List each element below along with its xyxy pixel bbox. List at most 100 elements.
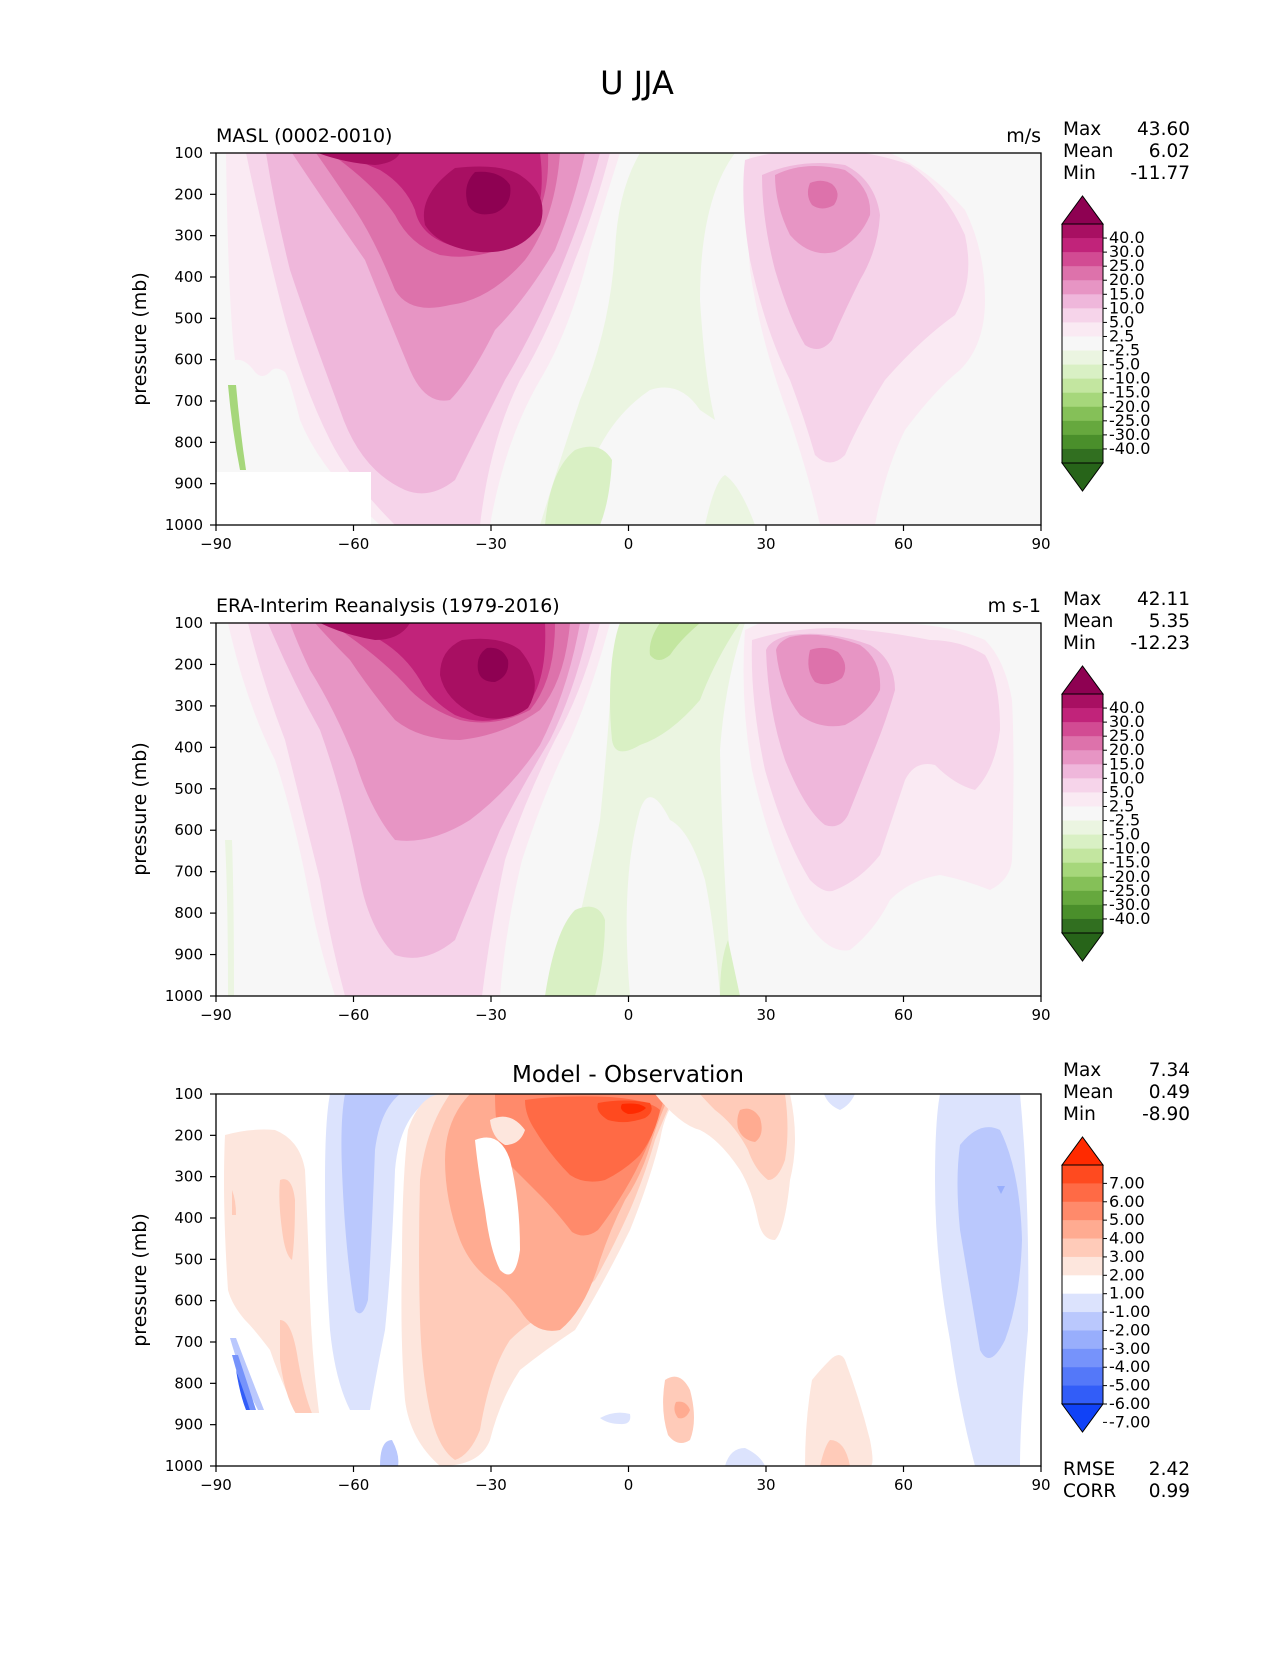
y-tick-label: 700 (174, 863, 203, 881)
stat-value: 7.34 (1149, 1060, 1190, 1081)
colorbar-extend-min (1061, 932, 1104, 962)
colorbar-label: 4.00 (1109, 1229, 1145, 1248)
panel-left-title: ERA-Interim Reanalysis (1979-2016) (216, 595, 560, 617)
colorbar-label: 6.00 (1109, 1192, 1145, 1211)
y-tick-label: 500 (174, 780, 203, 798)
colorbar-label: -7.00 (1109, 1412, 1150, 1431)
y-tick-label: 600 (174, 1292, 203, 1310)
colorbar-segment (1062, 1275, 1103, 1295)
colorbar-label: -2.5 (1109, 811, 1140, 830)
colorbar-label: -5.0 (1109, 355, 1140, 374)
y-tick-label: 400 (174, 738, 203, 756)
colorbar-label: -3.00 (1109, 1339, 1150, 1358)
stat-label: Mean (1063, 611, 1113, 632)
panel-units: m/s (1006, 125, 1041, 147)
colorbar-segment (1062, 420, 1103, 436)
stat-label: RMSE (1063, 1459, 1115, 1480)
y-tick-label: 900 (174, 946, 203, 964)
colorbar-segment (1062, 266, 1103, 281)
colorbar-extend-min (1061, 462, 1104, 492)
colorbar-extend-max (1061, 1136, 1104, 1166)
colorbar-segment (1062, 1367, 1103, 1387)
colorbar-frame (1061, 693, 1104, 934)
colorbar-segment (1062, 792, 1103, 807)
y-tick-label: 300 (174, 227, 203, 245)
colorbar-segment (1062, 1256, 1103, 1276)
colorbar-segment (1062, 1330, 1103, 1350)
y-axis-label: pressure (mb) (129, 1213, 151, 1347)
x-tick-label: 0 (624, 1006, 634, 1024)
colorbar-segment (1062, 1183, 1103, 1203)
stat-label: Min (1063, 633, 1096, 654)
colorbar-label: 5.00 (1109, 1210, 1145, 1229)
colorbar-label: -20.0 (1109, 867, 1150, 886)
colorbar-segment (1062, 876, 1103, 892)
contour-field (216, 153, 1041, 525)
y-tick-label: 100 (174, 614, 203, 632)
y-tick-label: 200 (174, 185, 203, 203)
colorbar-segment (1062, 806, 1103, 822)
colorbar-segment (1062, 350, 1103, 366)
colorbar-label: 30.0 (1109, 712, 1145, 731)
colorbar-label: -15.0 (1109, 853, 1150, 872)
colorbar-label: 30.0 (1109, 242, 1145, 261)
colorbar-label: -40.0 (1109, 909, 1150, 928)
colorbar-label: 40.0 (1109, 698, 1145, 717)
stat-value: 2.42 (1149, 1459, 1190, 1480)
contour-field (216, 623, 1041, 996)
y-tick-label: 300 (174, 1168, 203, 1186)
y-tick-label: 500 (174, 309, 203, 327)
colorbar-label: -2.5 (1109, 341, 1140, 360)
colorbar-segment (1062, 820, 1103, 836)
x-tick-label: 90 (1031, 1476, 1050, 1494)
y-tick-label: 900 (174, 1416, 203, 1434)
colorbar-label: -5.0 (1109, 825, 1140, 844)
colorbar-segment (1062, 280, 1103, 295)
colorbar-segment (1062, 694, 1103, 709)
x-tick-label: 90 (1031, 535, 1050, 553)
x-tick-label: −90 (200, 1006, 232, 1024)
colorbar-label: 3.00 (1109, 1247, 1145, 1266)
colorbar-label: -4.00 (1109, 1357, 1150, 1376)
colorbar-segment (1062, 904, 1103, 920)
colorbar-label: 2.5 (1109, 326, 1134, 345)
y-tick-label: 800 (174, 433, 203, 451)
x-tick-label: −60 (338, 1006, 370, 1024)
colorbar-label: 40.0 (1109, 228, 1145, 247)
y-tick-label: 400 (174, 268, 203, 286)
colorbar-label: -20.0 (1109, 397, 1150, 416)
colorbar-label: 20.0 (1109, 740, 1145, 759)
colorbar-segment (1062, 336, 1103, 352)
colorbar-segment (1062, 224, 1103, 239)
colorbar-segment (1062, 1165, 1103, 1184)
colorbar-label: 10.0 (1109, 298, 1145, 317)
colorbar-label: 10.0 (1109, 768, 1145, 787)
x-tick-label: 30 (756, 1476, 775, 1494)
y-tick-label: 900 (174, 475, 203, 493)
colorbar-segment (1062, 1238, 1103, 1258)
colorbar-label: -15.0 (1109, 383, 1150, 402)
stat-value: 0.99 (1149, 1481, 1190, 1502)
colorbar-segment (1062, 1348, 1103, 1368)
panel-observation: −90 −60 −30 0 30 60 90 100 200 300 400 500 600 700 800… (129, 589, 1190, 1024)
x-tick-label: 0 (624, 535, 634, 553)
x-tick-label: −60 (338, 1476, 370, 1494)
colorbar-label: -10.0 (1109, 839, 1150, 858)
x-tick-label: −30 (475, 1006, 507, 1024)
colorbar-segment (1062, 364, 1103, 380)
colorbar-segment (1062, 322, 1103, 337)
colorbar-label: 20.0 (1109, 270, 1145, 289)
colorbar-segment (1062, 708, 1103, 723)
x-tick-label: −90 (200, 535, 232, 553)
colorbar-segment (1062, 848, 1103, 864)
colorbar-segment (1062, 778, 1103, 793)
colorbar-label: -10.0 (1109, 369, 1150, 388)
panel-model: −90 −60 −30 0 30 60 90 100 200 300 400 500 600 700 800… (129, 119, 1190, 553)
colorbar-label: 1.00 (1109, 1284, 1145, 1303)
x-tick-label: 60 (894, 1006, 913, 1024)
colorbar-label: 15.0 (1109, 284, 1145, 303)
y-tick-label: 1000 (165, 516, 203, 534)
x-tick-label: 0 (624, 1476, 634, 1494)
colorbar-segment (1062, 736, 1103, 751)
colorbar-segment (1062, 252, 1103, 267)
